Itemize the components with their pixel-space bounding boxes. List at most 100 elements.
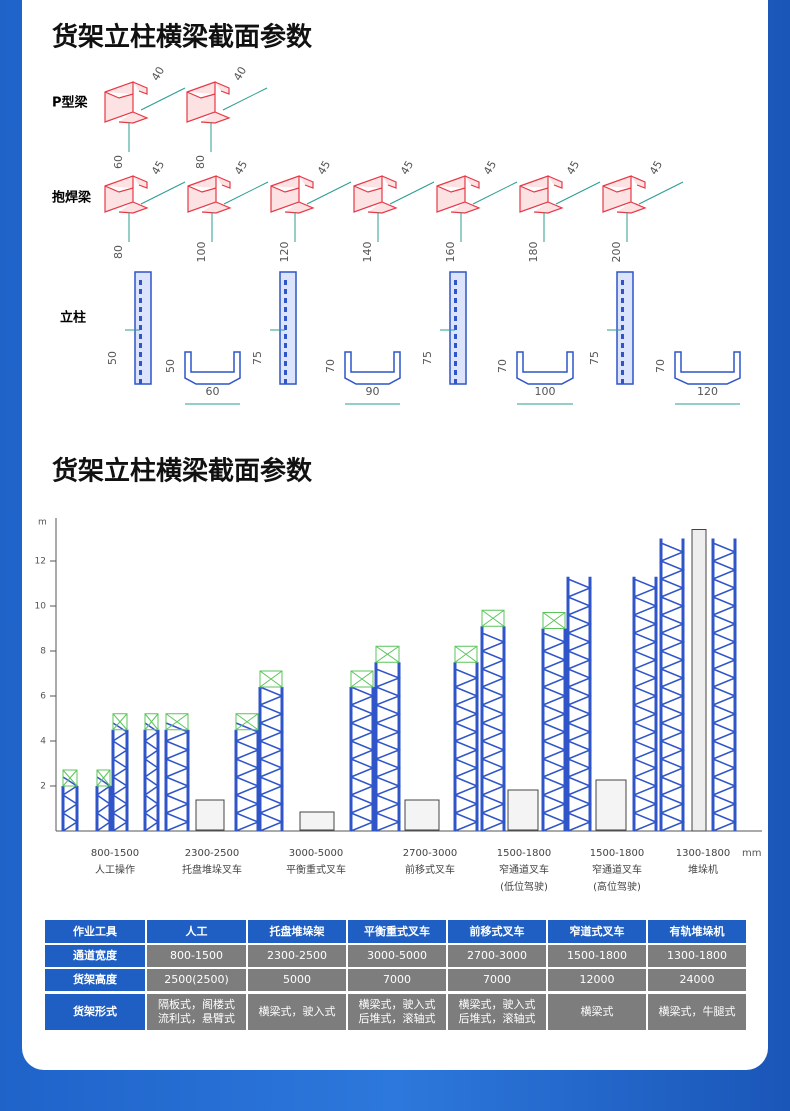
cell-line: 流利式，悬臂式 [158,1012,235,1025]
pallet [96,769,111,787]
table-cell: 800-1500 [147,945,246,967]
dim-label: 60 [206,385,220,398]
hole [621,379,624,384]
brace [165,776,190,796]
brace [481,776,506,796]
pallet [454,645,478,663]
brace [660,812,685,832]
cell-line: 横梁式，驶入式 [458,998,536,1011]
brace [712,812,737,832]
row-label: 抱焊梁 [52,190,92,206]
brace [633,686,658,706]
hole [284,298,287,303]
dim-label: 50 [106,351,119,365]
group-label: (高位驾驶) [593,880,641,893]
table-cell: 货架高度 [45,969,145,991]
group-label: 平衡重式叉车 [286,863,346,876]
brace [712,668,737,688]
table-cell: 货架形式 [45,994,145,1030]
brace [712,740,737,760]
brace [62,812,79,832]
table-cell: 窄道式叉车 [548,920,646,943]
group-label: 人工操作 [95,863,135,876]
brace [259,794,284,814]
beam-profile [104,175,149,214]
dim-line [389,181,435,205]
column-profile [184,351,241,385]
hole [284,289,287,294]
table-cell: 1300-1800 [648,945,746,967]
brace [633,596,658,616]
dim-line [472,181,518,205]
group-label: 托盘堆垛叉车 [182,863,242,876]
pallet [144,713,159,731]
brace [454,740,479,760]
brace [375,704,402,724]
brace [375,686,402,706]
brace [165,812,190,832]
dim-line [222,87,268,111]
group-label: 1500-1800 [590,848,645,859]
hole [454,379,457,384]
brace [259,686,284,706]
dim-label: 45 [398,158,416,177]
brace [633,704,658,724]
brace [375,740,402,760]
brace [660,740,685,760]
hole [284,361,287,366]
hole [284,343,287,348]
dim-label: 45 [149,158,167,177]
brace [235,740,260,760]
dim-label: 40 [231,64,249,83]
hole [454,334,457,339]
tick-label: 4 [40,737,46,747]
cell-line: 后堆式，滚轴式 [358,1012,436,1025]
hole [454,280,457,285]
brace [350,740,375,760]
pallet [165,713,189,731]
brace [375,758,402,778]
brace [542,812,567,832]
hole [454,343,457,348]
vehicle [195,799,225,831]
pallet [542,612,566,629]
card [22,0,768,1070]
group-label: 2300-2500 [185,848,240,859]
axis-unit: m [38,518,47,528]
table-cell: 人工 [147,920,246,943]
brace [660,560,685,580]
dim-label: 120 [278,242,291,263]
beam-profile [187,175,232,214]
brace [375,812,402,832]
brace [712,794,737,814]
dim-label: 40 [149,64,167,83]
pallet [112,713,128,731]
hole [454,307,457,312]
vehicle [595,779,627,831]
brace [633,722,658,742]
dim-line [140,181,186,205]
table-cell: 前移式叉车 [448,920,546,943]
hole [139,289,142,294]
brace [144,722,160,742]
beam-profile [353,175,398,214]
column-profile [344,351,401,385]
brace [542,686,567,706]
dim-label: 60 [112,155,125,169]
brace [567,758,592,778]
brace [542,740,567,760]
brace [567,614,592,634]
brace [712,542,737,562]
dim-label: 120 [697,385,718,398]
pallet [144,713,159,731]
dim-label: 180 [527,242,540,263]
pallet [62,769,78,787]
brace [633,812,658,832]
brace [542,632,567,652]
brace [235,794,260,814]
hole [284,379,287,384]
brace [633,794,658,814]
brace [712,776,737,796]
brace [660,632,685,652]
hole [621,298,624,303]
